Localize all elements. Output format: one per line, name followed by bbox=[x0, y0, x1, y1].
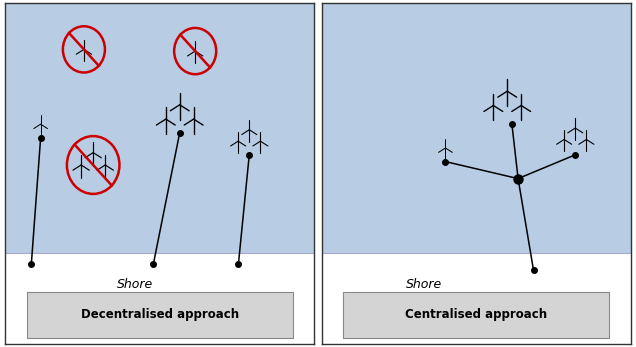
Text: Shore: Shore bbox=[406, 278, 442, 290]
Bar bbox=[343, 291, 609, 338]
Bar bbox=[5, 253, 314, 344]
Bar bbox=[5, 3, 314, 253]
Bar bbox=[27, 291, 293, 338]
Text: Centralised approach: Centralised approach bbox=[405, 308, 548, 322]
Bar bbox=[322, 3, 631, 253]
Bar bbox=[322, 253, 631, 344]
Text: Shore: Shore bbox=[117, 278, 153, 290]
Text: Decentralised approach: Decentralised approach bbox=[81, 308, 238, 322]
